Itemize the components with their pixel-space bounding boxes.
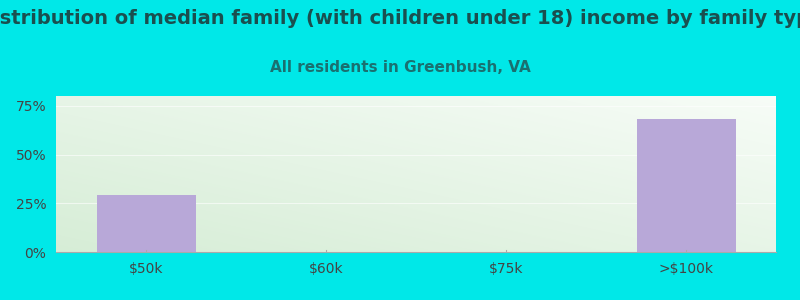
Bar (637, 119, 735, 252)
Text: Distribution of median family (with children under 18) income by family type: Distribution of median family (with chil… (0, 9, 800, 28)
Text: All residents in Greenbush, VA: All residents in Greenbush, VA (270, 60, 530, 75)
Bar (97, 196, 195, 252)
